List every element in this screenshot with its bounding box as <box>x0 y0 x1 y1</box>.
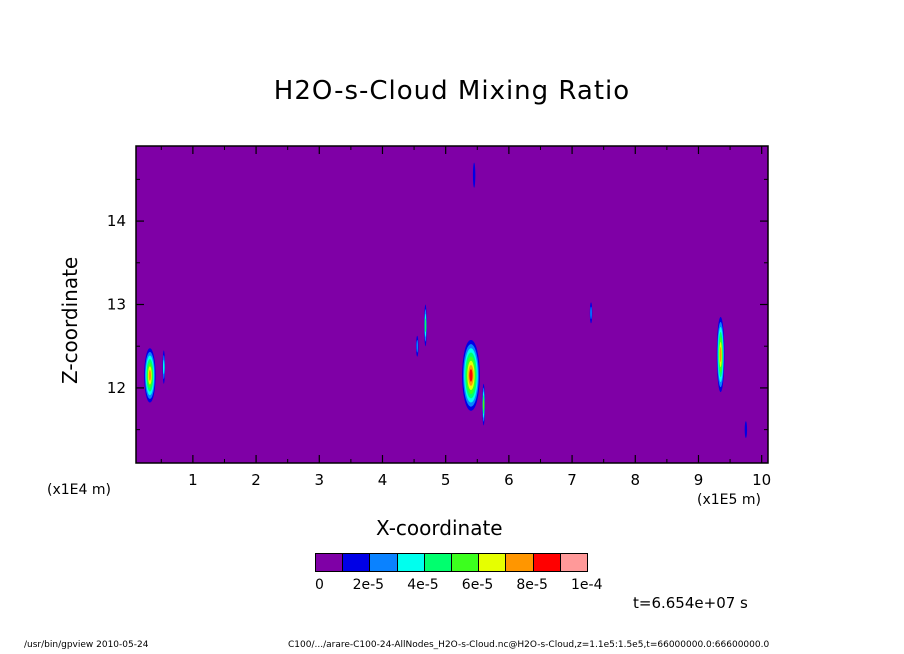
colorbar-swatch-6 <box>478 554 506 571</box>
x-axis-label: X-coordinate <box>376 516 503 540</box>
colorbar-tick-label-5: 1e-4 <box>571 577 603 593</box>
colorbar-swatch-4 <box>423 554 452 571</box>
x-tick-label-1: 1 <box>188 471 198 489</box>
colorbar-tick-label-3: 6e-5 <box>461 577 494 593</box>
colorbar-swatch-9 <box>559 554 588 571</box>
x-tick-label-8: 8 <box>631 471 641 489</box>
x-tick-label-3: 3 <box>315 471 325 489</box>
x-tick-label-5: 5 <box>441 471 451 489</box>
colorbar-tick-label-1: 2e-5 <box>352 577 385 593</box>
colorbar-swatch-5 <box>451 554 479 571</box>
cloud-feature-1-level-7 <box>148 369 152 381</box>
field-background <box>136 146 768 463</box>
chart-title: H2O-s-Cloud Mixing Ratio <box>273 76 631 106</box>
colorbar <box>315 553 588 572</box>
colorbar-tick-label-4: 8e-5 <box>516 577 548 593</box>
colorbar-swatch-7 <box>505 554 533 571</box>
y-tick-label-13: 13 <box>107 296 126 314</box>
y-tick-label-12: 12 <box>107 379 126 397</box>
x-tick-label-7: 7 <box>567 471 577 489</box>
cloud-feature-10-level-1 <box>744 421 748 438</box>
x-tick-label-6: 6 <box>504 471 514 489</box>
colorbar-swatch-1 <box>342 554 370 571</box>
colorbar-swatch-2 <box>369 554 397 571</box>
x-tick-label-4: 4 <box>378 471 388 489</box>
colorbar-tick-label-0: 0 <box>315 577 324 593</box>
cloud-feature-3-level-2 <box>416 339 419 353</box>
cloud-feature-5-level-1 <box>472 162 476 188</box>
footer-program: /usr/bin/gpview 2010-05-24 <box>24 640 149 650</box>
cloud-feature-7-level-5 <box>482 398 485 411</box>
cloud-feature-6-level-8 <box>469 369 473 382</box>
colorbar-swatch-0 <box>316 554 343 571</box>
colorbar-swatch-3 <box>396 554 424 571</box>
y-axis-label: Z-coordinate <box>58 256 82 384</box>
footer-source: C100/.../arare-C100-24-AllNodes_H2O-s-Cl… <box>288 640 770 650</box>
cloud-feature-2-level-3 <box>163 359 165 375</box>
x-tick-label-9: 9 <box>694 471 704 489</box>
x-tick-label-10: 10 <box>752 471 771 489</box>
cloud-feature-9-level-7 <box>719 347 722 363</box>
x-tick-label-2: 2 <box>251 471 261 489</box>
time-label: t=6.654e+07 s <box>633 594 748 612</box>
cloud-feature-4-level-4 <box>424 318 427 333</box>
colorbar-swatch-8 <box>532 554 560 571</box>
y-axis-multiplier: (x1E4 m) <box>47 482 111 498</box>
y-tick-label-14: 14 <box>107 212 126 230</box>
x-axis-multiplier: (x1E5 m) <box>697 492 761 508</box>
colorbar-tick-label-2: 4e-5 <box>407 577 439 593</box>
cloud-feature-8-level-2 <box>590 306 592 320</box>
cloud-layer <box>136 146 768 463</box>
